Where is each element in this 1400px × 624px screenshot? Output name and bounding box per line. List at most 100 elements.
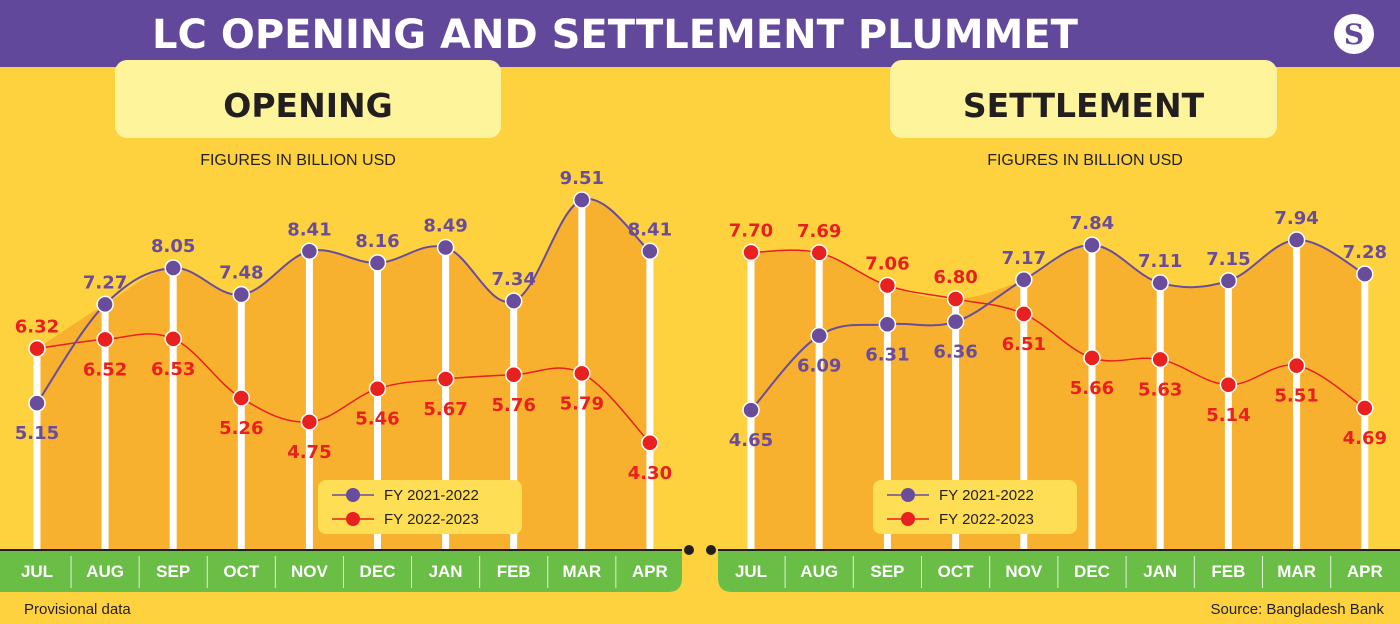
data-label: 6.80: [933, 267, 977, 288]
x-tick-label: AUG: [800, 562, 838, 581]
data-label: 6.52: [83, 359, 127, 380]
data-label: 7.28: [1343, 242, 1387, 263]
source: Source: Bangladesh Bank: [1211, 601, 1385, 618]
x-tick-label: OCT: [938, 562, 975, 581]
main-title: LC OPENING AND SETTLEMENT PLUMMET: [152, 12, 1079, 58]
legend-entry: FY 2022-2023: [384, 511, 479, 528]
data-label: 5.66: [1070, 378, 1114, 399]
data-label: 5.79: [560, 393, 604, 414]
legend-entry: FY 2021-2022: [939, 487, 1034, 504]
x-tick-label: MAR: [562, 562, 601, 581]
panel-subtitle: FIGURES IN BILLION USD: [200, 152, 396, 169]
legend: FY 2021-2022 FY 2022-2023: [873, 480, 1077, 534]
data-label: 6.31: [865, 344, 909, 365]
data-label: 7.69: [797, 221, 841, 242]
data-point: [28, 339, 46, 358]
series-line-fy2022-2023: [750, 249, 1366, 409]
x-tick-label: JUL: [21, 562, 53, 581]
x-axis: JUL AUG SEP OCT NOV DEC JAN FEB MAR APR: [718, 549, 1400, 592]
data-point: [368, 254, 387, 272]
x-tick-label: APR: [632, 562, 668, 581]
x-tick-label: JUL: [735, 562, 767, 581]
data-point: [641, 434, 659, 452]
data-point: [1151, 274, 1169, 292]
chart-opening: OPENING FIGURES IN BILLION USD 5.15 7.27 8.0…: [0, 60, 682, 592]
data-point: [1287, 356, 1306, 375]
data-point: [164, 330, 182, 348]
x-tick-label: DEC: [360, 562, 396, 581]
data-label: 7.84: [1070, 213, 1114, 234]
data-point: [1356, 265, 1374, 283]
data-label: 4.69: [1343, 428, 1387, 449]
data-label: 7.17: [1002, 248, 1046, 269]
data-label: 8.05: [151, 236, 195, 257]
data-point: [300, 413, 319, 431]
x-tick-label: NOV: [1005, 562, 1043, 581]
data-label: 5.26: [219, 418, 263, 439]
data-point: [232, 389, 251, 407]
footnote: Provisional data: [24, 601, 131, 618]
x-tick-label: AUG: [86, 562, 124, 581]
data-label: 4.30: [628, 463, 672, 484]
header-bar: [0, 0, 1400, 67]
data-point: [1015, 305, 1033, 323]
data-label: 9.51: [560, 168, 604, 189]
data-label: 4.65: [729, 430, 773, 451]
data-point: [1287, 231, 1306, 249]
x-tick-label: JAN: [1143, 562, 1177, 581]
data-label: 8.16: [355, 231, 399, 252]
data-label: 5.63: [1138, 379, 1182, 400]
data-label: 5.67: [423, 399, 467, 420]
data-label: 6.51: [1002, 334, 1046, 355]
panel-title-box: [115, 60, 501, 138]
data-label: 4.75: [287, 442, 331, 463]
data-point: [164, 259, 182, 277]
x-tick-label: MAR: [1277, 562, 1316, 581]
data-point: [742, 243, 760, 262]
x-axis: JUL AUG SEP OCT NOV DEC JAN FEB MAR APR: [0, 549, 682, 592]
data-label: 5.76: [491, 395, 535, 416]
data-label: 5.46: [355, 409, 399, 430]
chart-settlement: SETTLEMENT FIGURES IN BILLION USD 4.65 6.09…: [718, 60, 1400, 592]
x-tick-label: FEB: [497, 562, 531, 581]
data-point: [96, 330, 114, 349]
data-point: [946, 290, 965, 308]
data-label: 5.14: [1206, 405, 1250, 426]
data-point: [810, 244, 828, 262]
series-line-fy2021-2022: [750, 238, 1366, 411]
x-tick-label: NOV: [291, 562, 329, 581]
area-fill: [37, 198, 650, 550]
panel-title: OPENING: [223, 86, 392, 125]
data-label: 5.15: [15, 423, 59, 444]
data-point: [300, 242, 319, 261]
data-point: [1151, 350, 1169, 369]
svg-text:S: S: [1344, 18, 1364, 51]
separator-dot: [684, 545, 694, 555]
data-label: 7.06: [865, 253, 909, 274]
data-point: [1015, 271, 1033, 289]
data-point: [1219, 376, 1238, 394]
data-point: [96, 295, 114, 314]
data-point: [1356, 399, 1374, 417]
data-point: [504, 366, 523, 384]
data-label: 7.48: [219, 263, 263, 284]
data-point: [573, 364, 591, 383]
data-point: [1219, 272, 1238, 290]
data-point: [504, 292, 523, 310]
x-tick-label: DEC: [1074, 562, 1110, 581]
data-label: 6.36: [933, 342, 977, 363]
data-point: [436, 370, 455, 388]
panel-subtitle: FIGURES IN BILLION USD: [987, 152, 1183, 169]
x-tick-label: SEP: [156, 562, 190, 581]
data-point: [573, 191, 591, 209]
data-point: [232, 285, 251, 304]
legend: FY 2021-2022 FY 2022-2023: [318, 480, 522, 534]
data-point: [946, 312, 965, 331]
data-label: 8.41: [628, 219, 672, 240]
data-point: [641, 242, 659, 261]
data-label: 8.49: [423, 216, 467, 237]
panel-title-box: [890, 60, 1277, 138]
data-point: [28, 394, 46, 412]
x-tick-label: JAN: [429, 562, 463, 581]
